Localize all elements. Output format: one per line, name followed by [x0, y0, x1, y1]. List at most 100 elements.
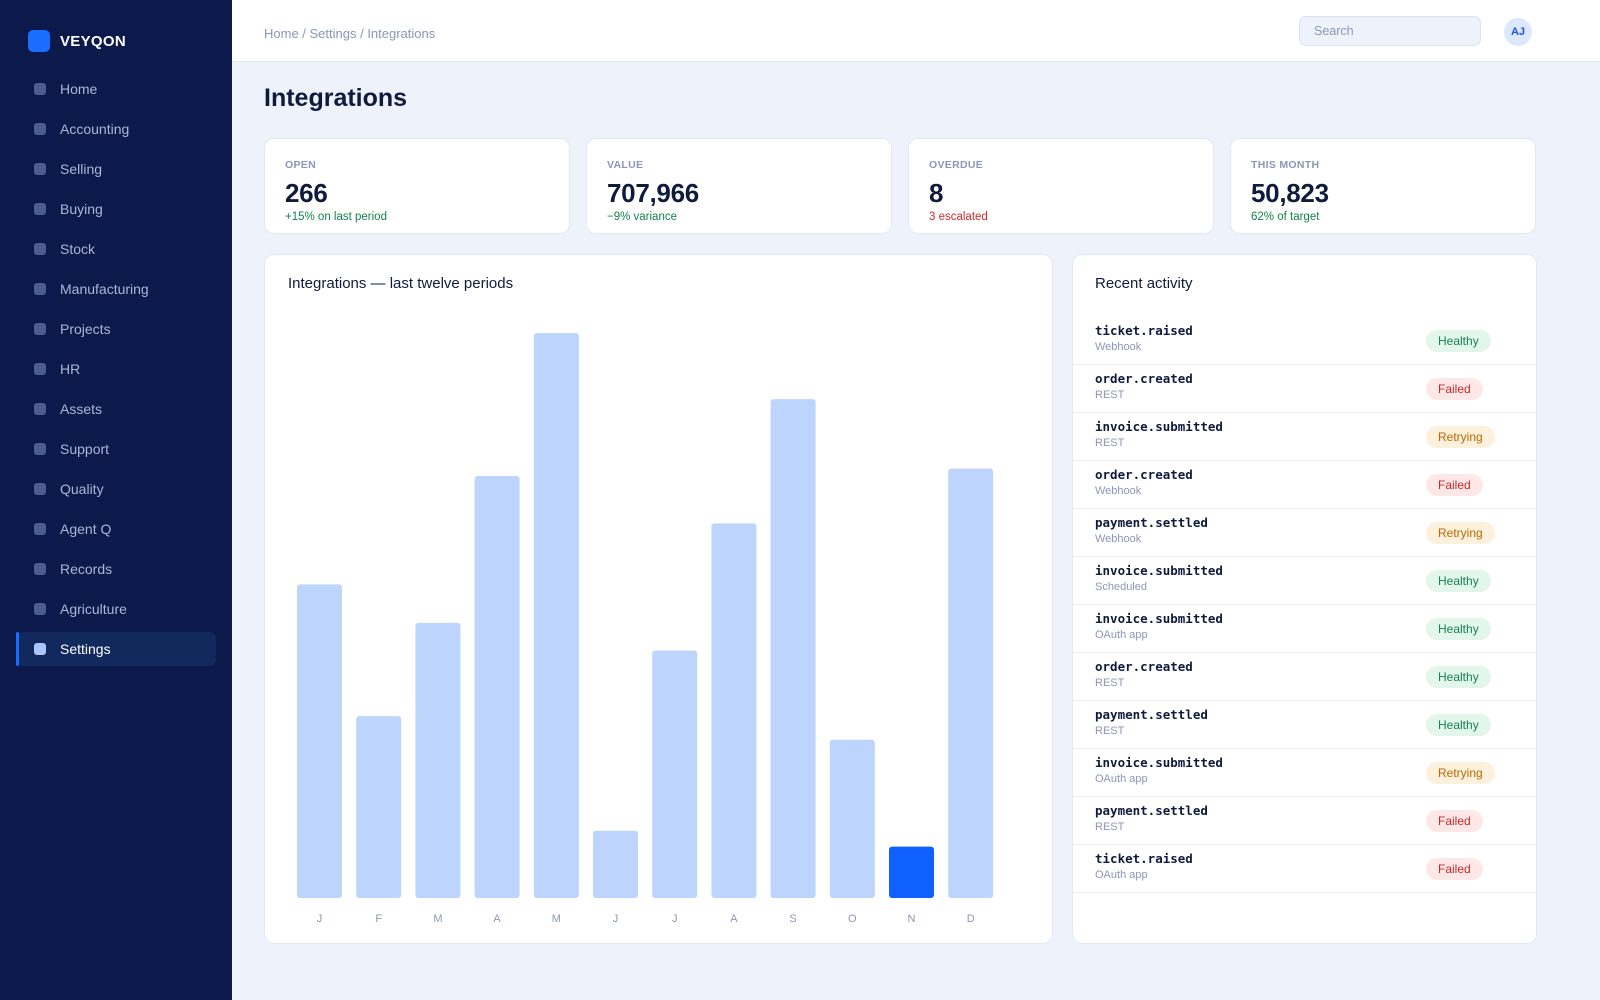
- status-badge: Failed: [1426, 858, 1483, 880]
- search-input[interactable]: [1299, 16, 1481, 46]
- bar-2[interactable]: [415, 622, 461, 898]
- activity-row[interactable]: invoice.submitted OAuth app Healthy: [1073, 605, 1536, 653]
- bar-4[interactable]: [533, 333, 579, 898]
- event-source: REST: [1095, 821, 1125, 833]
- event-name: invoice.submitted: [1095, 755, 1223, 770]
- sidebar-item-home[interactable]: Home: [16, 72, 216, 106]
- sidebar-item-quality[interactable]: Quality: [16, 472, 216, 506]
- sidebar-item-selling[interactable]: Selling: [16, 152, 216, 186]
- status-badge: Failed: [1426, 378, 1483, 400]
- sidebar-item-projects[interactable]: Projects: [16, 312, 216, 346]
- event-source: OAuth app: [1095, 773, 1148, 785]
- nav-bullet-icon: [34, 243, 46, 255]
- activity-row[interactable]: order.created Webhook Failed: [1073, 461, 1536, 509]
- sidebar-item-support[interactable]: Support: [16, 432, 216, 466]
- sidebar-item-stock[interactable]: Stock: [16, 232, 216, 266]
- nav-bullet-icon: [34, 163, 46, 175]
- bar-8[interactable]: [770, 399, 816, 898]
- activity-row[interactable]: ticket.raised OAuth app Failed: [1073, 845, 1536, 893]
- kpi-value: 707,966: [607, 178, 699, 208]
- activity-row[interactable]: invoice.submitted OAuth app Retrying: [1073, 749, 1536, 797]
- sidebar-item-label: Assets: [60, 401, 103, 417]
- x-tick-label: J: [317, 913, 323, 925]
- bar-3[interactable]: [474, 475, 520, 898]
- event-name: ticket.raised: [1095, 323, 1193, 338]
- nav-bullet-icon: [34, 443, 46, 455]
- brand-name: VEYQON: [60, 32, 126, 50]
- bar-11[interactable]: [948, 468, 994, 898]
- x-tick-label: M: [552, 913, 561, 925]
- event-name: payment.settled: [1095, 515, 1208, 530]
- event-source: OAuth app: [1095, 629, 1148, 641]
- event-source: Webhook: [1095, 485, 1142, 497]
- x-tick-label: S: [789, 913, 796, 925]
- topbar: Home / Settings / Integrations AJ: [232, 0, 1600, 62]
- event-source: Webhook: [1095, 341, 1142, 353]
- sidebar-item-assets[interactable]: Assets: [16, 392, 216, 426]
- x-tick-label: M: [433, 913, 442, 925]
- activity-card: Recent activity ticket.raised Webhook Heal…: [1072, 254, 1537, 944]
- bar-5[interactable]: [593, 830, 638, 898]
- logo-icon: [28, 30, 50, 52]
- sidebar-item-label: Quality: [60, 481, 104, 497]
- event-name: payment.settled: [1095, 803, 1208, 818]
- sidebar-item-label: Agent Q: [60, 521, 112, 537]
- sidebar: VEYQON Home Accounting Selling Buying Stock M…: [0, 0, 232, 1000]
- bar-7[interactable]: [711, 523, 757, 898]
- sidebar-item-label: Home: [60, 81, 98, 97]
- bar-6[interactable]: [652, 650, 698, 898]
- event-source: REST: [1095, 725, 1125, 737]
- status-badge: Failed: [1426, 474, 1483, 496]
- activity-row[interactable]: order.created REST Healthy: [1073, 653, 1536, 701]
- event-name: order.created: [1095, 467, 1193, 482]
- sidebar-item-accounting[interactable]: Accounting: [16, 112, 216, 146]
- nav-bullet-icon: [34, 323, 46, 335]
- nav-bullet-icon: [34, 483, 46, 495]
- breadcrumb[interactable]: Home / Settings / Integrations: [264, 26, 436, 41]
- sidebar-item-label: Selling: [60, 161, 103, 177]
- nav-bullet-icon: [34, 563, 46, 575]
- bar-10[interactable]: [889, 846, 934, 898]
- sidebar-item-hr[interactable]: HR: [16, 352, 216, 386]
- bar-9[interactable]: [829, 739, 875, 898]
- event-name: ticket.raised: [1095, 851, 1193, 866]
- sidebar-item-settings[interactable]: Settings: [16, 632, 216, 666]
- nav-bullet-icon: [34, 643, 46, 655]
- sidebar-item-manufacturing[interactable]: Manufacturing: [16, 272, 216, 306]
- x-tick-label: D: [967, 913, 975, 925]
- event-source: REST: [1095, 677, 1125, 689]
- x-tick-label: A: [730, 913, 738, 925]
- nav-bullet-icon: [34, 203, 46, 215]
- x-tick-label: N: [908, 913, 916, 925]
- activity-row[interactable]: order.created REST Failed: [1073, 365, 1536, 413]
- event-source: OAuth app: [1095, 869, 1148, 881]
- activity-row[interactable]: payment.settled Webhook Retrying: [1073, 509, 1536, 557]
- bar-0[interactable]: [297, 584, 342, 898]
- kpi-label: VALUE: [607, 159, 644, 171]
- activity-row[interactable]: ticket.raised Webhook Healthy: [1073, 317, 1536, 365]
- x-tick-label: A: [493, 913, 501, 925]
- sidebar-item-buying[interactable]: Buying: [16, 192, 216, 226]
- nav-bullet-icon: [34, 523, 46, 535]
- sidebar-item-label: Manufacturing: [60, 281, 149, 297]
- activity-title: Recent activity: [1095, 275, 1193, 292]
- status-badge: Healthy: [1426, 330, 1491, 352]
- avatar[interactable]: AJ: [1504, 18, 1532, 46]
- sidebar-item-agent-q[interactable]: Agent Q: [16, 512, 216, 546]
- bar-1[interactable]: [356, 716, 402, 898]
- status-badge: Healthy: [1426, 618, 1491, 640]
- sidebar-item-label: Stock: [60, 241, 96, 257]
- activity-row[interactable]: payment.settled REST Failed: [1073, 797, 1536, 845]
- activity-row[interactable]: invoice.submitted Scheduled Healthy: [1073, 557, 1536, 605]
- x-tick-label: O: [848, 913, 857, 925]
- sidebar-nav: Home Accounting Selling Buying Stock Manufact…: [16, 72, 216, 672]
- activity-row[interactable]: payment.settled REST Healthy: [1073, 701, 1536, 749]
- brand[interactable]: VEYQON: [28, 30, 126, 52]
- sidebar-item-records[interactable]: Records: [16, 552, 216, 586]
- sidebar-item-agriculture[interactable]: Agriculture: [16, 592, 216, 626]
- activity-row[interactable]: invoice.submitted REST Retrying: [1073, 413, 1536, 461]
- kpi-card-open: OPEN 266 +15% on last period: [264, 138, 570, 234]
- x-tick-label: F: [375, 913, 382, 925]
- nav-bullet-icon: [34, 123, 46, 135]
- nav-bullet-icon: [34, 603, 46, 615]
